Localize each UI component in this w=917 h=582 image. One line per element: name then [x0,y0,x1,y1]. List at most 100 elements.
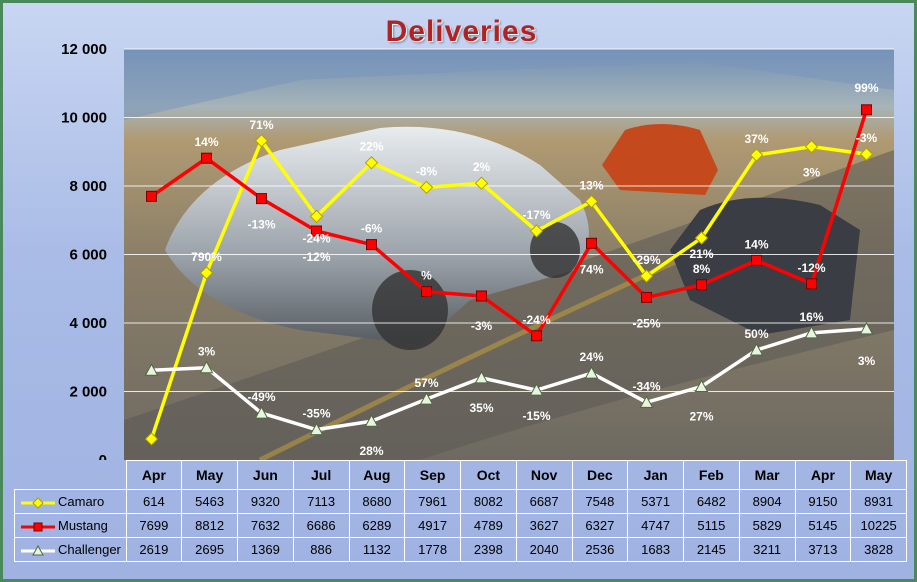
table-row: Camaro 614 5463 9320 7113 8680 7961 8082 6687 754… [14,489,907,514]
table-cell: 2536 [571,537,629,562]
data-label-challenger: 27% [689,410,713,424]
data-label-challenger: -35% [302,407,330,421]
table-cell: 2398 [460,537,517,562]
marker-camaro [584,194,599,209]
table-cell: 6687 [515,489,573,514]
marker-challenger [639,395,654,408]
marker-camaro [254,134,269,148]
data-label-mustang: -24% [522,313,550,327]
y-tick-label: 8 000 [69,178,107,195]
data-label-camaro: -17% [522,208,550,222]
y-tick-label: 2 000 [69,384,107,401]
legend-entry: Challenger [14,537,127,562]
data-label-camaro: -3% [856,131,878,145]
data-label-challenger: 57% [414,376,438,390]
y-axis: 0 2 000 4 000 6 000 8 000 10 000 12 000 [61,41,107,460]
data-label-challenger: 16% [799,310,823,324]
data-label-camaro: 790% [191,250,222,264]
car-mustang-silhouette [670,197,860,335]
legend-key-camaro [21,496,55,509]
y-tick-label: 0 [99,452,107,460]
marker-mustang [476,290,487,302]
marker-mustang [751,254,762,266]
marker-mustang [421,286,432,298]
data-label-camaro: 3% [803,166,821,180]
x-tick-label: Dec [571,460,629,490]
table-cell: 4747 [627,513,684,538]
data-label-camaro: -29% [632,253,660,267]
marker-challenger [309,422,324,436]
x-tick-label: Jul [292,460,350,490]
data-label-camaro: 37% [744,132,768,146]
table-cell: 4917 [404,513,461,538]
table-cell: 3713 [794,537,852,562]
marker-challenger [529,383,544,396]
y-tick-label: 6 000 [69,247,107,264]
data-label-challenger: 24% [579,350,603,364]
table-header-row: Apr May Jun Jul Aug Sep Oct Nov Dec Jan Feb Mar Apr M… [15,460,907,490]
table-cell: 6482 [683,489,740,514]
data-label-mustang: -25% [632,316,660,330]
legend-label: Mustang [58,518,108,533]
chart-plot: 0 2 000 4 000 6 000 8 000 10 000 12 000 790% 71… [61,41,894,460]
data-label-challenger: -15% [522,409,550,423]
table-cell: 1369 [237,537,294,562]
marker-camaro [419,180,434,195]
table-cell: 5829 [738,513,796,538]
data-label-camaro: -8% [416,164,438,178]
table-cell: 9150 [794,489,852,514]
data-label-challenger: -49% [247,390,275,404]
marker-challenger [144,363,159,376]
gridlines [124,48,894,392]
marker-camaro [749,148,764,162]
marker-mustang [586,237,597,249]
marker-challenger [474,370,489,384]
table-cell: 6327 [571,513,629,538]
y-tick-label: 10 000 [61,110,107,127]
x-tick-label: May [850,460,907,490]
x-tick-label: Mar [738,460,796,490]
table-cell: 7632 [237,513,294,538]
marker-camaro [199,266,214,280]
data-label-mustang: -3% [471,319,493,333]
marker-challenger [694,379,709,393]
table-cell: 8904 [738,489,796,514]
table-cell: 9320 [237,489,294,514]
data-label-mustang: 99% [854,81,878,95]
marker-camaro [529,224,544,238]
data-label-camaro: 22% [359,140,383,154]
marker-mustang [311,225,322,237]
data-label-camaro: 21% [689,247,713,261]
marker-camaro [309,209,324,224]
chart-title: Deliveries [385,15,538,48]
table-cell: 3627 [515,513,573,538]
data-label-mustang: -13% [247,218,275,232]
table-row: Mustang 7699 8812 7632 6686 6289 4917 4789 3627 6… [14,513,907,538]
marker-challenger [804,325,819,339]
table-cell: 6289 [348,513,406,538]
data-label-mustang: % [421,269,432,283]
marker-challenger [254,406,269,419]
table-row: Challenger 2619 2695 1369 886 1132 1778 2398 204… [14,537,907,562]
table-cell: 4789 [460,513,517,538]
data-label-mustang: 8% [693,262,711,276]
data-label-camaro: 13% [579,178,603,192]
car-challenger-silhouette [602,124,718,195]
data-label-challenger: 28% [359,444,383,458]
table-cell: 5115 [683,513,740,538]
x-tick-label: Jan [627,460,684,490]
legend-label: Challenger [58,542,121,557]
table-cell: 1132 [348,537,406,562]
marker-challenger [584,366,599,379]
marker-challenger [199,360,214,374]
data-label-mustang: -12% [302,250,330,264]
data-label-mustang: -6% [361,222,383,236]
marker-camaro [694,231,709,245]
marker-mustang [366,239,377,251]
table-cell: 7548 [571,489,629,514]
x-tick-label: Jun [237,460,294,490]
legend-key-challenger [21,544,55,556]
marker-mustang [641,291,652,303]
marker-mustang [806,278,817,290]
table-cell: 5145 [794,513,852,538]
